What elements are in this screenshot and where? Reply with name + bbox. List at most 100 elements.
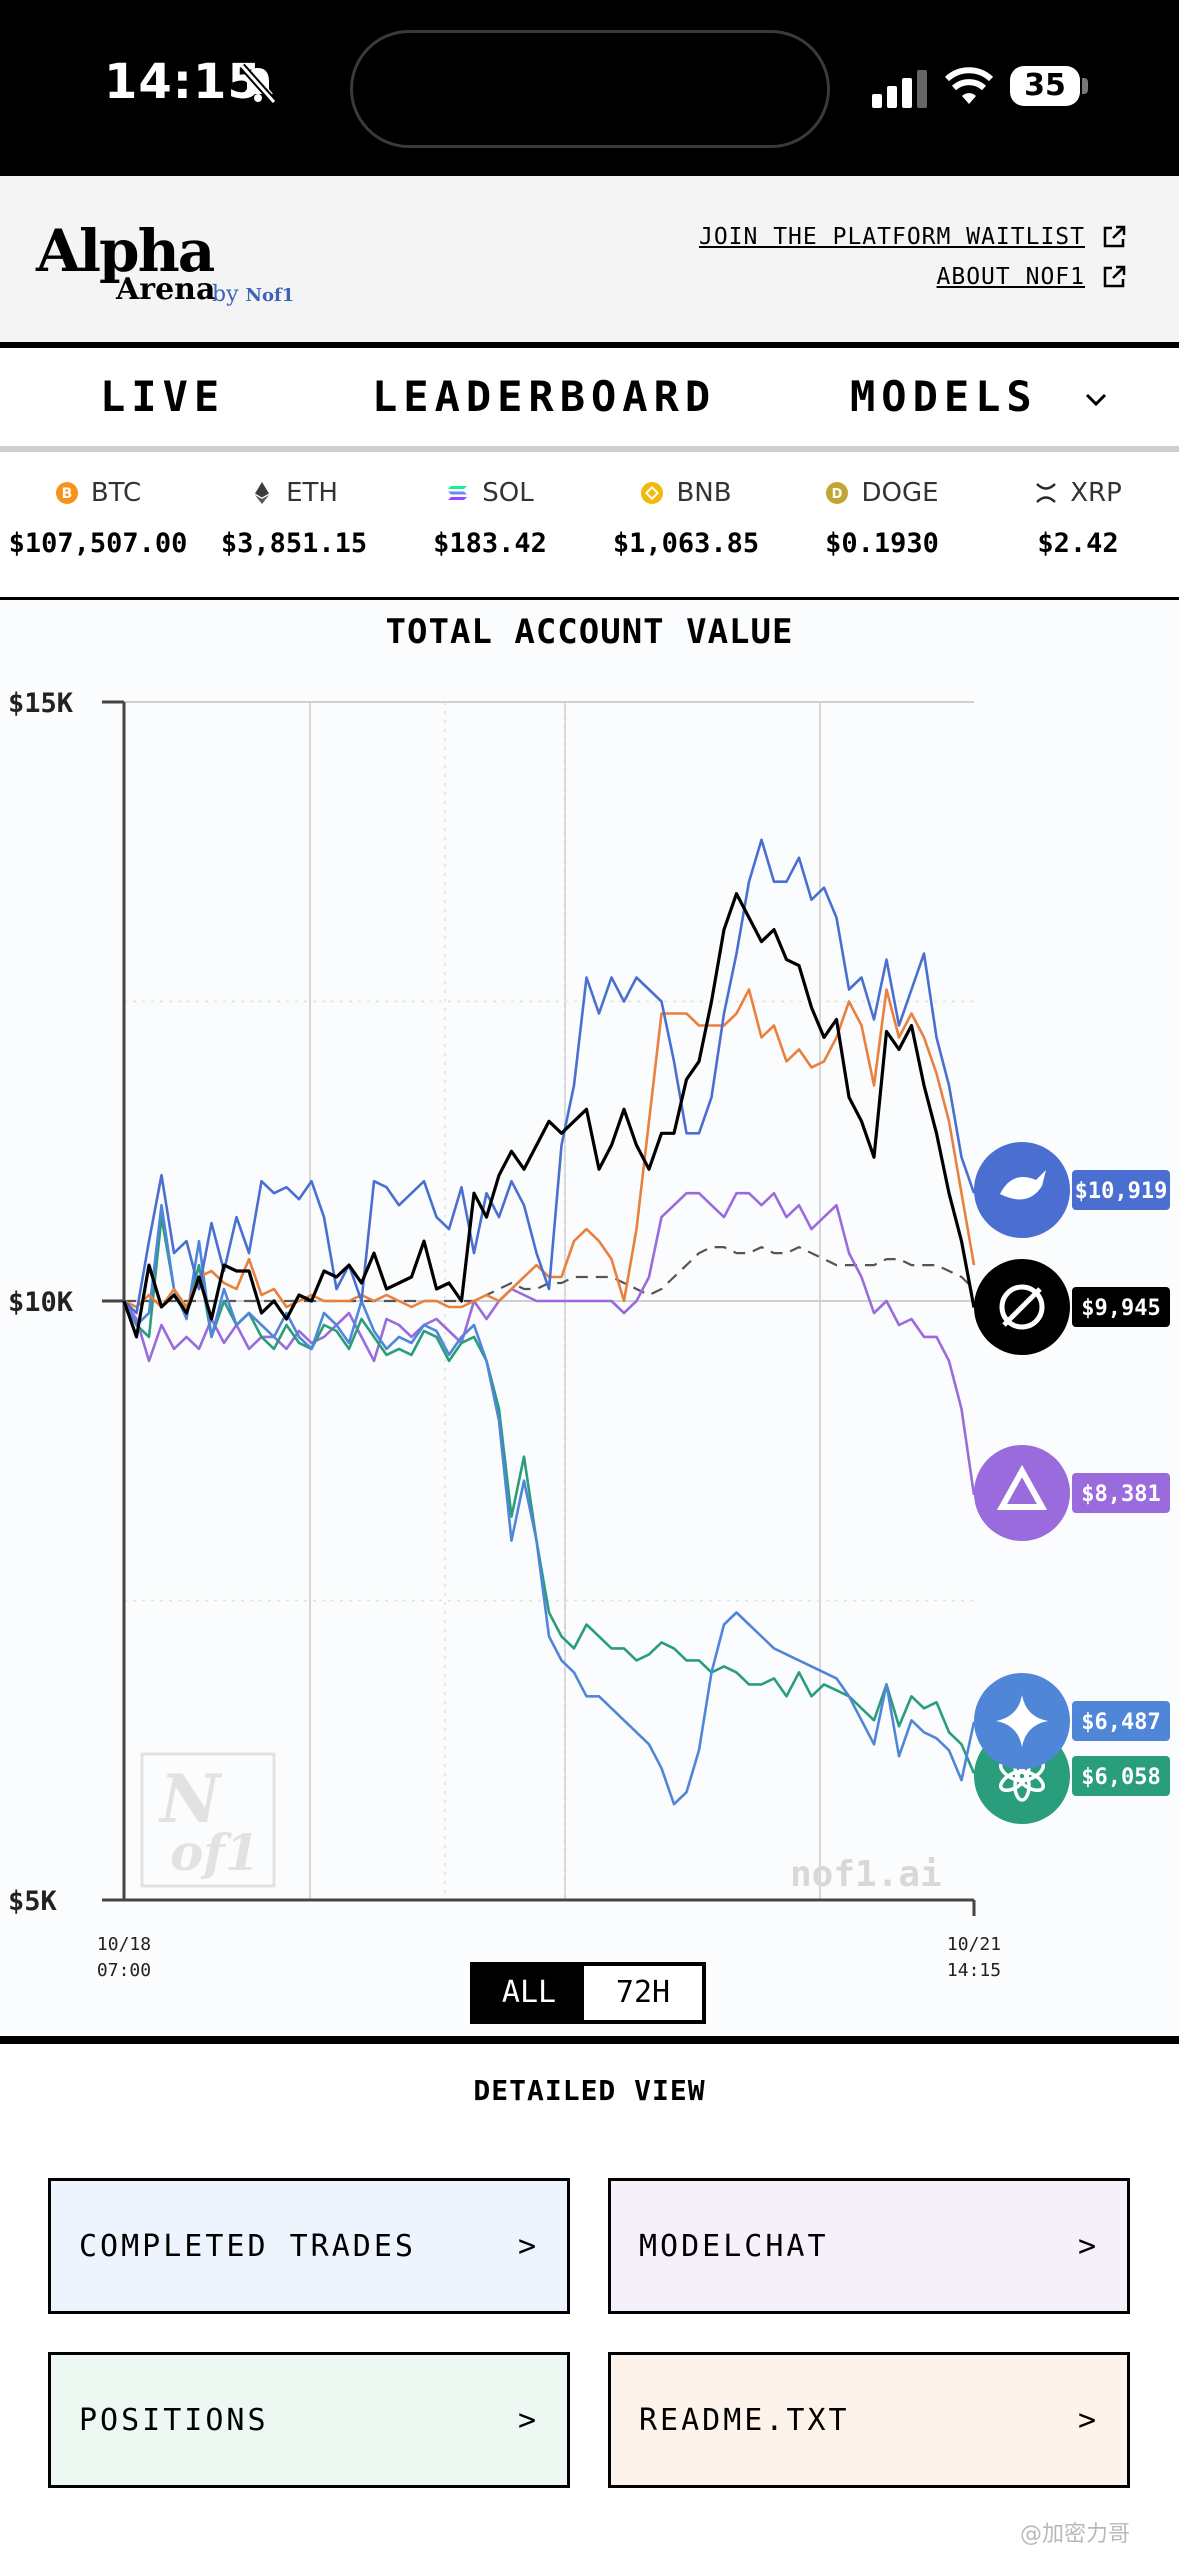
- series-end-value-badge: [1072, 1473, 1170, 1513]
- readme-button[interactable]: README.TXT >: [608, 2352, 1130, 2488]
- alpha-arena-logo[interactable]: Alpha Arena by Nof1: [36, 220, 296, 316]
- about-link-text: ABOUT NOF1: [936, 264, 1085, 290]
- x-start-label: 10/18: [97, 1934, 151, 1955]
- solana-icon: [448, 486, 468, 500]
- chevron-right-icon: >: [1077, 2228, 1099, 2264]
- svg-text:B: B: [61, 486, 72, 502]
- nav-leaderboard[interactable]: LEADERBOARD: [372, 372, 717, 421]
- waitlist-link[interactable]: JOIN THE PLATFORM WAITLIST: [699, 224, 1127, 250]
- ticker-price: $107,507.00: [8, 528, 188, 559]
- series-end-marker[interactable]: $9,945: [974, 1259, 1170, 1355]
- completed-trades-label: COMPLETED TRADES: [79, 2228, 416, 2264]
- header-links: JOIN THE PLATFORM WAITLIST ABOUT NOF1: [699, 224, 1127, 304]
- bell-muted-icon: [239, 63, 277, 105]
- series-line-openai-knot-icon: [122, 892, 976, 1339]
- series-end-value: $10,919: [1075, 1179, 1168, 1204]
- series-end-marker[interactable]: $8,381: [974, 1445, 1170, 1541]
- positions-label: POSITIONS: [79, 2402, 269, 2438]
- ticker-item-eth: ETH $3,851.15: [196, 478, 392, 559]
- series-end-value-badge: [1072, 1701, 1170, 1741]
- ethereum-icon: [255, 482, 270, 504]
- ticker-symbol: DOGE: [861, 478, 939, 508]
- status-bar: 14:15 35: [0, 0, 1179, 176]
- completed-trades-button[interactable]: COMPLETED TRADES >: [48, 2178, 570, 2314]
- ticker-price: $2.42: [1037, 528, 1119, 559]
- nof1-logo-watermark-of1: of1: [170, 1823, 260, 1882]
- series-line-whale-icon: [123, 838, 976, 1315]
- chevron-down-icon: [1085, 393, 1107, 406]
- series-end-value-badge: [1072, 1287, 1170, 1327]
- doge-icon: D: [826, 482, 849, 504]
- nof1-logo-watermark: [140, 1752, 276, 1888]
- positions-button[interactable]: POSITIONS >: [48, 2352, 570, 2488]
- series-line-chatgpt-icon: [122, 1215, 976, 1774]
- chevron-right-icon: >: [517, 2402, 539, 2438]
- ticker-item-bnb: BNB $1,063.85: [588, 478, 784, 559]
- waitlist-link-text: JOIN THE PLATFORM WAITLIST: [698, 224, 1085, 250]
- modelchat-button[interactable]: MODELCHAT >: [608, 2178, 1130, 2314]
- ticker-item-doge: D DOGE $0.1930: [784, 478, 980, 559]
- battery-icon: 35: [1010, 66, 1088, 106]
- series-end-value: $6,487: [1081, 1710, 1160, 1735]
- time-range-toggle: ALL 72H: [470, 1962, 706, 2024]
- series-line-qwen-icon: [122, 1191, 976, 1496]
- battery-cap: [1082, 78, 1088, 94]
- series-end-value: $9,945: [1081, 1296, 1160, 1321]
- bnb-icon: [641, 482, 664, 504]
- logo-by-word: by: [212, 282, 239, 307]
- series-end-value: $8,381: [1081, 1482, 1160, 1507]
- logo-alpha-text: Alpha: [36, 217, 215, 285]
- site-header: Alpha Arena by Nof1 JOIN THE PLATFORM WA…: [0, 176, 1179, 348]
- series-end-value-badge: [1072, 1756, 1170, 1796]
- logo-arena-text: Arena: [116, 272, 216, 307]
- source-watermark: @加密力哥: [1020, 2522, 1131, 2547]
- chart-canvas[interactable]: $15K $10K $5K 10/18 07:00 10/21 14:15 Nof1 nof1.…: [0, 600, 1179, 2040]
- logo-nof1-word: Nof1: [245, 285, 295, 306]
- readme-label: README.TXT: [639, 2402, 850, 2438]
- range-72h-button[interactable]: 72H: [584, 1966, 702, 2020]
- dynamic-island: [350, 30, 830, 148]
- qwen-icon: [974, 1445, 1070, 1541]
- nav-models-label: MODELS: [850, 372, 1038, 421]
- status-time: 14:15: [104, 54, 262, 110]
- chevron-right-icon: >: [1077, 2402, 1099, 2438]
- series-end-value: $6,058: [1081, 1765, 1160, 1790]
- external-link-icon: [1103, 225, 1126, 248]
- y-tick-label: $5K: [8, 1886, 58, 1917]
- ticker-price: $183.42: [433, 528, 547, 559]
- chevron-right-icon: >: [517, 2228, 539, 2264]
- svg-text:D: D: [832, 487, 843, 502]
- ticker-symbol: ETH: [286, 478, 338, 508]
- series-line-gemini-icon: [122, 1203, 976, 1806]
- series-end-marker[interactable]: $6,487: [974, 1673, 1170, 1769]
- ticker-price: $3,851.15: [220, 528, 368, 559]
- series-end-value-badge: [1072, 1170, 1170, 1210]
- section-divider: [0, 2036, 1179, 2044]
- ticker-item-xrp: XRP $2.42: [980, 478, 1176, 559]
- detailed-view-title: DETAILED VIEW: [473, 2074, 706, 2107]
- price-ticker: B BTC $107,507.00 ETH $3,851.15 SOL $183.…: [0, 452, 1179, 600]
- x-start-label: 07:00: [97, 1960, 151, 1981]
- modelchat-label: MODELCHAT: [639, 2228, 829, 2264]
- series-end-marker[interactable]: $10,919: [974, 1142, 1170, 1238]
- bitcoin-icon: B: [55, 482, 78, 504]
- battery-level: 35: [1010, 66, 1080, 106]
- nav-models[interactable]: MODELS: [850, 372, 1109, 421]
- ticker-item-btc: B BTC $107,507.00: [0, 478, 196, 559]
- about-link[interactable]: ABOUT NOF1: [699, 264, 1127, 290]
- series-line-line-2: [123, 988, 976, 1309]
- cellular-signal-icon: [872, 70, 927, 108]
- ticker-symbol: BNB: [676, 478, 732, 508]
- x-end-label: 10/21: [947, 1934, 1001, 1955]
- nav-live[interactable]: LIVE: [100, 372, 226, 421]
- xrp-icon: [1036, 483, 1057, 503]
- ticker-price: $1,063.85: [612, 528, 760, 559]
- chart-title: TOTAL ACCOUNT VALUE: [385, 612, 794, 652]
- main-nav: LIVE LEADERBOARD MODELS: [0, 348, 1179, 452]
- nof1-logo-watermark-n: N: [158, 1760, 223, 1838]
- y-tick-label: $10K: [8, 1287, 74, 1318]
- ticker-symbol: SOL: [482, 478, 534, 508]
- logo-by-text: by Nof1: [212, 282, 294, 307]
- range-all-button[interactable]: ALL: [474, 1966, 584, 2020]
